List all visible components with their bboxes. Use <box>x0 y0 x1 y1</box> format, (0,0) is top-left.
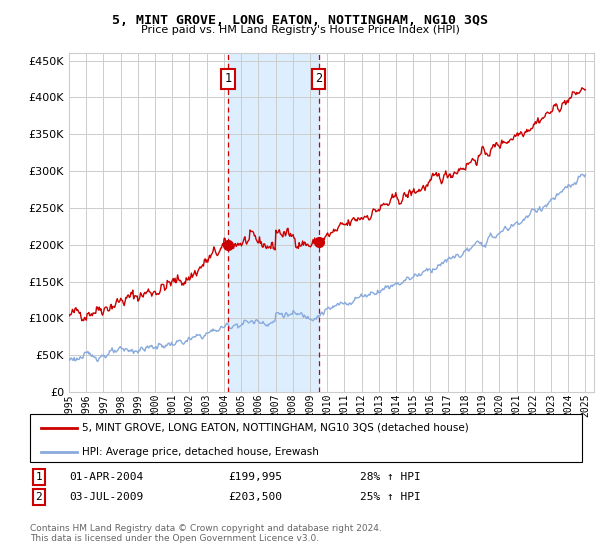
Bar <box>228 53 319 392</box>
Text: HPI: Average price, detached house, Erewash: HPI: Average price, detached house, Erew… <box>82 446 319 456</box>
Text: 5, MINT GROVE, LONG EATON, NOTTINGHAM, NG10 3QS: 5, MINT GROVE, LONG EATON, NOTTINGHAM, N… <box>112 14 488 27</box>
Text: 25% ↑ HPI: 25% ↑ HPI <box>360 492 421 502</box>
Text: 28% ↑ HPI: 28% ↑ HPI <box>360 472 421 482</box>
Text: £203,500: £203,500 <box>228 492 282 502</box>
Text: 1: 1 <box>35 472 43 482</box>
Text: Contains HM Land Registry data © Crown copyright and database right 2024.
This d: Contains HM Land Registry data © Crown c… <box>30 524 382 543</box>
Text: 5, MINT GROVE, LONG EATON, NOTTINGHAM, NG10 3QS (detached house): 5, MINT GROVE, LONG EATON, NOTTINGHAM, N… <box>82 423 469 433</box>
Text: 2: 2 <box>315 72 322 86</box>
Text: 1: 1 <box>224 72 232 86</box>
Text: £199,995: £199,995 <box>228 472 282 482</box>
FancyBboxPatch shape <box>30 414 582 462</box>
Text: 2: 2 <box>35 492 43 502</box>
Text: Price paid vs. HM Land Registry's House Price Index (HPI): Price paid vs. HM Land Registry's House … <box>140 25 460 35</box>
Text: 03-JUL-2009: 03-JUL-2009 <box>69 492 143 502</box>
Text: 01-APR-2004: 01-APR-2004 <box>69 472 143 482</box>
